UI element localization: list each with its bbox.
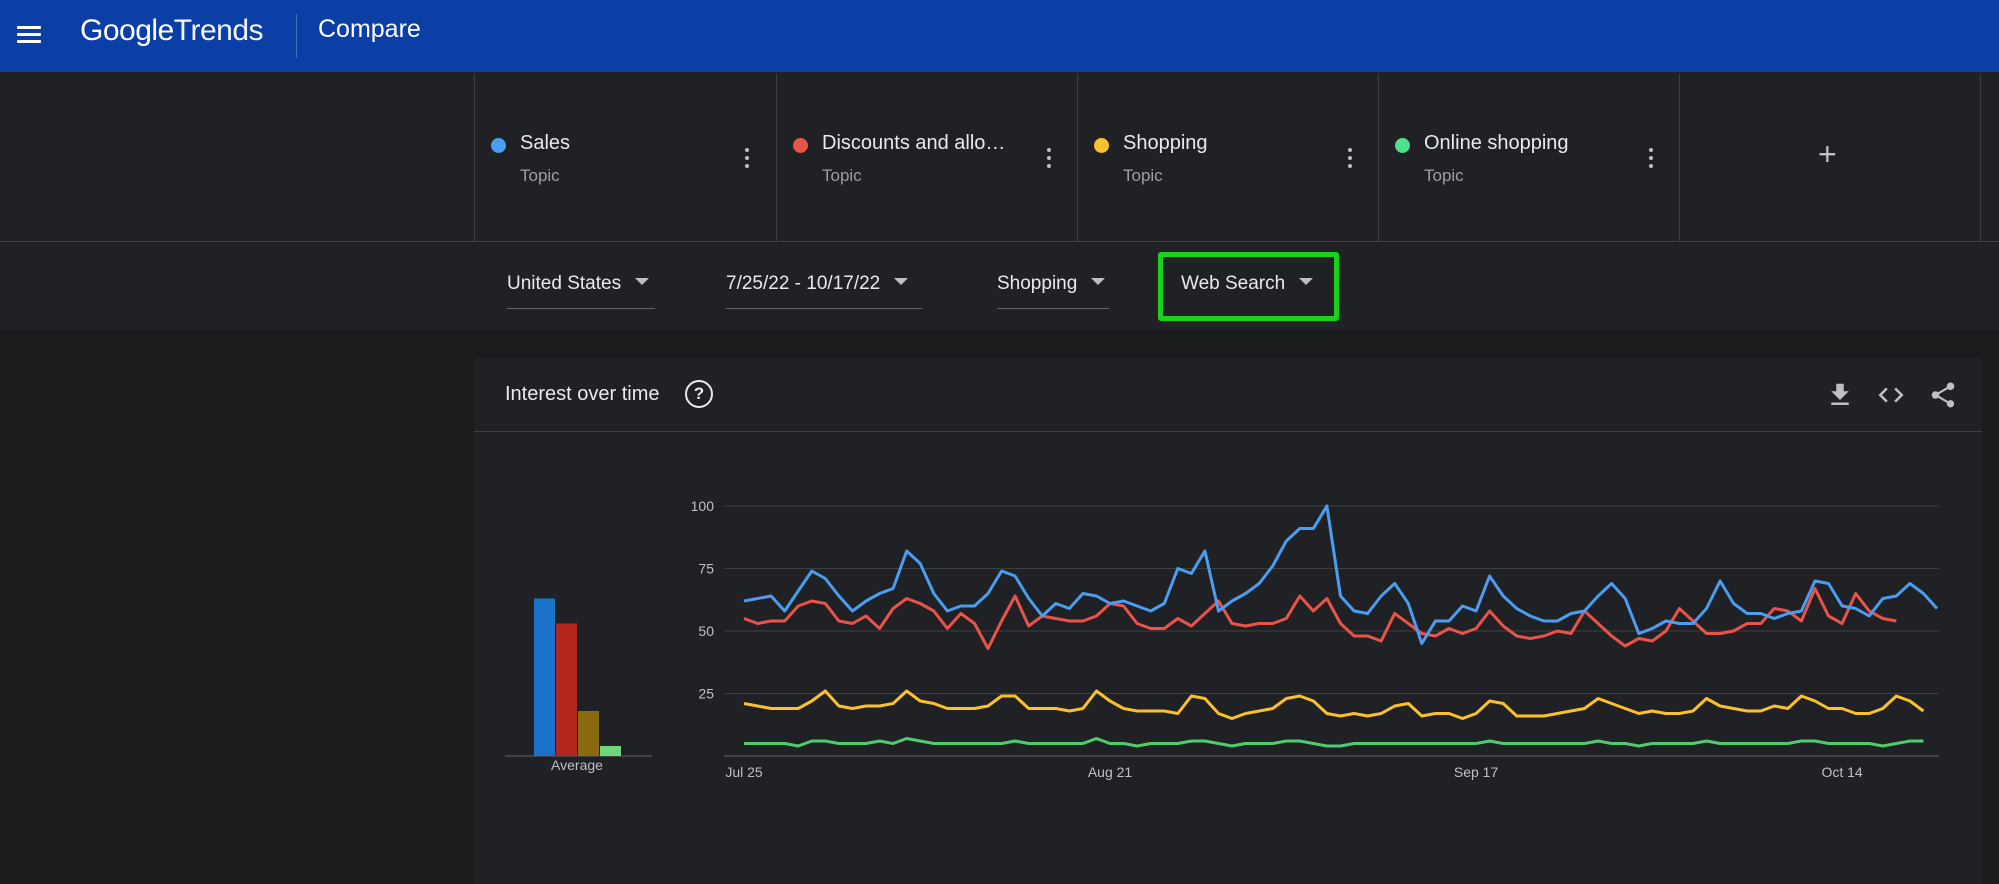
interest-over-time-chart: Average 25 50 75 100 Jul 25 Aug 21 Sep 17 Oct … (505, 498, 1939, 780)
average-bar (600, 746, 621, 756)
arrow-drop-down-icon (1091, 278, 1106, 286)
x-axis-labels: Jul 25 Aug 21 Sep 17 Oct 14 (725, 764, 1863, 780)
menu-icon[interactable] (14, 20, 44, 50)
arrow-drop-down-icon (635, 278, 650, 286)
arrow-drop-down-icon (1299, 278, 1314, 286)
category-dropdown[interactable]: Shopping (997, 273, 1109, 309)
filters-row: United States 7/25/22 - 10/17/22 Shoppin… (0, 243, 1999, 330)
term-type: Topic (1424, 166, 1464, 185)
term-color-dot (491, 138, 506, 153)
y-tick-label: 50 (698, 623, 714, 639)
page-title: Compare (318, 15, 421, 43)
term-name: Online shopping (1424, 132, 1569, 154)
logo-google-text: Google (80, 14, 174, 47)
share-icon[interactable] (1928, 380, 1958, 410)
y-tick-label: 25 (698, 686, 714, 702)
term-type: Topic (1123, 166, 1163, 185)
add-term-button[interactable]: + (1679, 74, 1981, 242)
series-line (743, 587, 1897, 650)
search-type-value: Web Search (1181, 273, 1286, 294)
term-color-dot (793, 138, 808, 153)
term-card-shopping[interactable]: Shopping Topic (1077, 74, 1379, 242)
term-card-sales[interactable]: Sales Topic (474, 74, 776, 242)
term-color-dot (1395, 138, 1410, 153)
help-icon[interactable]: ? (685, 380, 713, 408)
average-bar (556, 623, 577, 756)
term-type: Topic (520, 166, 560, 185)
term-color-dot (1094, 138, 1109, 153)
term-name: Sales (520, 132, 571, 154)
google-trends-logo[interactable]: GoogleTrends (80, 14, 264, 48)
term-type: Topic (822, 166, 862, 185)
region-value: United States (507, 273, 622, 294)
x-tick-label: Sep 17 (1454, 764, 1499, 780)
compare-terms-row: Sales Topic Discounts and allo… Topic Sh… (0, 72, 1999, 242)
interest-over-time-card: Interest over time ? Average 25 50 75 100 J… (474, 358, 1982, 884)
chart-lines (743, 504, 1939, 748)
card-header: Interest over time ? (474, 358, 1982, 432)
y-tick-label: 75 (698, 561, 714, 577)
more-vert-icon[interactable] (1347, 148, 1353, 172)
term-card-online-shopping[interactable]: Online shopping Topic (1378, 74, 1680, 242)
logo-trends-text: Trends (173, 14, 264, 47)
average-bars (505, 598, 652, 757)
app-header: GoogleTrends Compare (0, 0, 1999, 72)
x-tick-label: Aug 21 (1088, 764, 1133, 780)
region-dropdown[interactable]: United States (507, 273, 655, 309)
average-bar (578, 711, 599, 756)
more-vert-icon[interactable] (1046, 148, 1052, 172)
card-title: Interest over time (505, 383, 660, 405)
date-range-value: 7/25/22 - 10/17/22 (726, 273, 881, 294)
series-line (744, 737, 1924, 748)
more-vert-icon[interactable] (744, 148, 750, 172)
term-name: Shopping (1123, 132, 1208, 154)
term-card-discounts[interactable]: Discounts and allo… Topic (776, 74, 1078, 242)
x-tick-label: Oct 14 (1821, 764, 1862, 780)
more-vert-icon[interactable] (1648, 148, 1654, 172)
average-bar (534, 598, 555, 756)
series-line (743, 504, 1939, 645)
plus-icon: + (1818, 136, 1837, 172)
header-divider (296, 14, 297, 58)
term-name: Discounts and allo… (822, 132, 1006, 154)
x-tick-label: Jul 25 (725, 764, 763, 780)
download-icon[interactable] (1825, 380, 1855, 410)
category-value: Shopping (997, 273, 1078, 294)
date-range-dropdown[interactable]: 7/25/22 - 10/17/22 (726, 273, 922, 309)
y-tick-label: 100 (691, 498, 715, 514)
search-type-dropdown[interactable]: Web Search (1181, 273, 1315, 309)
arrow-drop-down-icon (894, 278, 909, 286)
series-line (743, 689, 1925, 720)
chart-gridlines: 25 50 75 100 (691, 498, 1939, 757)
average-label: Average (551, 757, 603, 773)
embed-icon[interactable] (1876, 380, 1906, 410)
